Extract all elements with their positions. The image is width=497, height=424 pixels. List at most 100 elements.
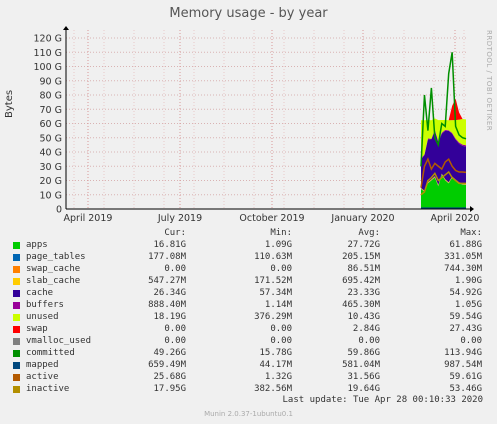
legend-row-slab_cache: slab_cache 547.27M 171.52M 695.42M 1.90G [0, 276, 497, 288]
legend-avg: 2.84G [352, 324, 380, 334]
legend-swatch [13, 242, 20, 249]
legend-avg: 19.64G [347, 384, 380, 394]
line-committed [420, 52, 467, 167]
y-tick-label: 110 G [33, 48, 62, 59]
legend-series-name: committed [26, 348, 75, 358]
chart-title: Memory usage - by year [169, 6, 328, 21]
legend-avg: 23.33G [347, 288, 380, 298]
legend-series-name: active [26, 372, 59, 382]
y-tick-label: 10 G [40, 190, 62, 201]
x-axis-arrow [470, 206, 474, 212]
legend-min: 110.63M [254, 252, 292, 262]
legend-row-committed: committed 49.26G 15.78G 59.86G 113.94G [0, 348, 497, 360]
y-axis-arrow [63, 26, 69, 30]
legend-cur: 49.26G [153, 348, 186, 358]
x-tick-label: April 2020 [431, 213, 480, 224]
y-tick-label: 40 G [40, 148, 62, 159]
legend-max: 59.54G [449, 312, 482, 322]
legend-max: 0.00 [460, 336, 482, 346]
legend-max: 744.30M [444, 264, 482, 274]
legend-min: 382.56M [254, 384, 292, 394]
legend-cur: 26.34G [153, 288, 186, 298]
legend-series-name: vmalloc_used [26, 336, 92, 346]
legend-max: 59.61G [449, 372, 482, 382]
legend-max: 1.90G [454, 276, 482, 286]
legend-swatch [13, 326, 20, 333]
x-tick-label: July 2019 [157, 213, 202, 224]
legend-max: 331.05M [444, 252, 482, 262]
legend-min: 171.52M [254, 276, 292, 286]
legend-avg: 27.72G [347, 240, 380, 250]
legend-cur: 16.81G [153, 240, 186, 250]
legend-swatch [13, 278, 20, 285]
legend-series-name: page_tables [26, 252, 86, 262]
legend-cur: 888.40M [148, 300, 186, 310]
y-tick-label: 60 G [40, 119, 62, 130]
x-tick-label: October 2019 [239, 213, 304, 224]
legend-avg: 59.86G [347, 348, 380, 358]
last-update: Last update: Tue Apr 28 00:10:33 2020 [282, 395, 483, 405]
legend-swatch [13, 350, 20, 357]
legend-cur: 0.00 [164, 324, 186, 334]
legend-series-name: buffers [26, 300, 64, 310]
legend-avg: 695.42M [342, 276, 380, 286]
y-tick-label: 80 G [40, 91, 62, 102]
legend-row-apps: apps 16.81G 1.09G 27.72G 61.88G [0, 240, 497, 252]
y-ticks: 0 10 G 20 G 30 G 40 G 50 G 60 G 70 G 80 G 90 G 100… [33, 34, 62, 216]
chart-plot: 0 10 G 20 G 30 G 40 G 50 G 60 G 70 G 80 G 90 G 100… [33, 26, 480, 224]
legend-cur: 0.00 [164, 264, 186, 274]
legend-max: 113.94G [444, 348, 482, 358]
legend-series-name: unused [26, 312, 59, 322]
legend-min: 1.14M [264, 300, 292, 310]
legend-max: 54.92G [449, 288, 482, 298]
legend-swatch [13, 302, 20, 309]
legend-row-page_tables: page_tables 177.08M 110.63M 205.15M 331.05M [0, 252, 497, 264]
legend-avg: 581.04M [342, 360, 380, 370]
rrdtool-watermark: RRDTOOL / TOBI OETIKER [485, 30, 493, 132]
line-active [420, 157, 467, 188]
legend-row-active: active 25.68G 1.32G 31.56G 59.61G [0, 372, 497, 384]
legend-cur: 18.19G [153, 312, 186, 322]
legend-min: 376.29M [254, 312, 292, 322]
legend-max: 61.88G [449, 240, 482, 250]
legend-swatch [13, 374, 20, 381]
y-tick-label: 20 G [40, 176, 62, 187]
area-buffers [421, 129, 466, 160]
legend-series-name: swap [26, 324, 48, 334]
legend-avg: 86.51M [347, 264, 380, 274]
legend-row-unused: unused 18.19G 376.29M 10.43G 59.54G [0, 312, 497, 324]
legend-min: 1.32G [264, 372, 292, 382]
legend-avg: 31.56G [347, 372, 380, 382]
line-inactive [420, 170, 466, 196]
y-tick-label: 70 G [40, 105, 62, 116]
legend-cur: 547.27M [148, 276, 186, 286]
legend-min: 0.00 [270, 336, 292, 346]
legend-series-name: mapped [26, 360, 59, 370]
legend-series-name: slab_cache [26, 276, 81, 286]
legend-swatch [13, 386, 20, 393]
y-tick-label: 0 [56, 205, 62, 216]
legend-max: 53.46G [449, 384, 482, 394]
area-unused [421, 118, 466, 159]
area-apps [421, 174, 466, 209]
x-tick-label: April 2019 [64, 213, 113, 224]
legend-cur: 17.95G [153, 384, 186, 394]
legend-swatch [13, 338, 20, 345]
legend-avg: 10.43G [347, 312, 380, 322]
legend-swatch [13, 362, 20, 369]
x-ticks: April 2019 July 2019 October 2019 January 2… [64, 213, 480, 224]
legend-series-name: swap_cache [26, 264, 81, 274]
legend-row-inactive: inactive 17.95G 382.56M 19.64G 53.46G [0, 384, 497, 396]
legend-avg: 205.15M [342, 252, 380, 262]
legend-header-min: Min: [270, 228, 292, 238]
legend-row-swap: swap 0.00 0.00 2.84G 27.43G [0, 324, 497, 336]
legend-min: 15.78G [259, 348, 292, 358]
grid [66, 30, 468, 209]
legend-header-max: Max: [460, 228, 482, 238]
munin-version: Munin 2.0.37-1ubuntu0.1 [204, 410, 293, 418]
legend-header-cur: Cur: [164, 228, 186, 238]
legend-cur: 177.08M [148, 252, 186, 262]
legend-min: 1.09G [264, 240, 292, 250]
legend-row-buffers: buffers 888.40M 1.14M 465.30M 1.05G [0, 300, 497, 312]
legend-max: 987.54M [444, 360, 482, 370]
